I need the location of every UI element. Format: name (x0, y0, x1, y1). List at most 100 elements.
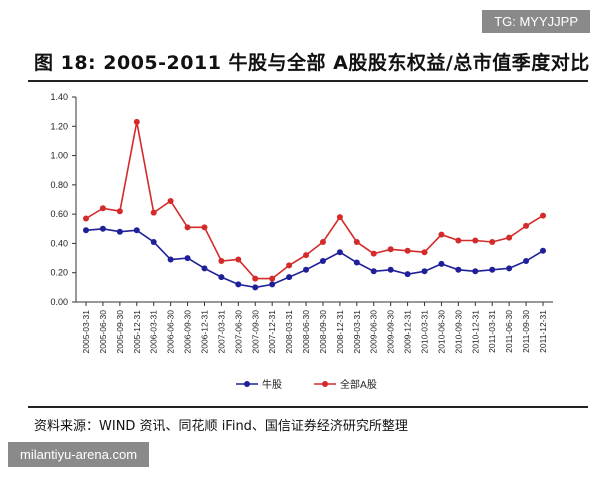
x-tick-label: 2005-09-30 (115, 310, 125, 354)
x-tick-label: 2006-06-30 (166, 310, 176, 354)
data-point (506, 265, 513, 272)
data-point (83, 215, 89, 222)
x-tick-label: 2011-06-30 (504, 310, 514, 353)
y-tick-label: 0.00 (50, 297, 68, 307)
y-tick-label: 0.80 (50, 180, 68, 190)
x-tick-label: 2009-12-31 (403, 310, 413, 354)
x-tick-label: 2006-03-31 (149, 310, 159, 354)
data-point (506, 234, 513, 241)
data-point (116, 228, 123, 235)
data-point (150, 238, 157, 245)
x-tick-label: 2006-09-30 (183, 310, 193, 354)
data-point (455, 266, 462, 273)
data-point (540, 247, 546, 254)
data-point (438, 231, 445, 238)
x-tick-label: 2011-09-30 (521, 310, 531, 353)
data-point (319, 258, 326, 264)
data-point (404, 247, 411, 254)
x-tick-label: 2008-12-31 (335, 310, 345, 354)
x-tick-label: 2006-12-31 (199, 310, 209, 354)
x-tick-label: 2010-09-30 (453, 310, 463, 354)
y-tick-label: 1.40 (50, 92, 68, 102)
x-tick-label: 2007-03-31 (216, 310, 226, 354)
data-point (167, 197, 174, 204)
x-tick-label: 2008-09-30 (318, 310, 328, 354)
data-point (353, 259, 360, 266)
data-point (336, 249, 343, 256)
data-point (303, 266, 310, 273)
figure-title: 图 18: 2005-2011 牛股与全部 A股股东权益/总市值季度对比 (34, 52, 590, 74)
data-point (353, 238, 360, 245)
x-tick-label: 2009-09-30 (386, 310, 396, 354)
data-point (167, 256, 174, 263)
x-tick-label: 2005-03-31 (81, 310, 91, 354)
data-point (201, 265, 208, 272)
data-point (523, 222, 530, 229)
legend-swatch-marker (322, 381, 328, 387)
series-line-all-a (85, 121, 544, 280)
series-line-bull (85, 227, 544, 289)
x-tick-label: 2010-06-30 (436, 310, 446, 354)
watermark-top: TG: MYYJJPP (482, 10, 590, 33)
source-rule (28, 406, 588, 408)
x-tick-label: 2011-12-31 (538, 310, 548, 353)
x-tick-label: 2011-03-31 (487, 310, 497, 353)
data-point (218, 274, 225, 281)
data-point (404, 271, 411, 278)
y-tick-label: 0.60 (50, 209, 68, 219)
x-tick-label: 2010-12-31 (470, 310, 480, 354)
data-point (269, 281, 276, 288)
x-tick-label: 2007-09-30 (250, 310, 260, 354)
data-point (99, 225, 106, 232)
x-tick-label: 2008-06-30 (301, 310, 311, 354)
data-point (387, 266, 394, 273)
data-point (252, 275, 259, 282)
data-point (472, 268, 479, 275)
data-point (150, 209, 157, 216)
y-tick-label: 1.00 (50, 151, 68, 161)
legend-label: 牛股 (262, 378, 282, 391)
y-tick-label: 1.20 (50, 121, 68, 131)
watermark-bottom: milantiyu-arena.com (8, 442, 150, 467)
data-point (336, 214, 343, 221)
data-point (184, 255, 191, 262)
data-point (303, 252, 310, 259)
data-point (235, 281, 242, 288)
data-point (133, 118, 140, 125)
data-point (438, 260, 445, 267)
data-point (319, 238, 326, 245)
data-point (252, 284, 259, 291)
data-point (99, 205, 106, 212)
data-point (455, 237, 462, 244)
y-tick-label: 0.40 (50, 238, 68, 248)
source-note: 资料来源：WIND 资讯、同花顺 iFind、国信证券经济研究所整理 (34, 419, 408, 434)
data-point (370, 268, 377, 275)
x-tick-label: 2008-03-31 (284, 310, 294, 354)
x-tick-label: 2005-06-30 (98, 310, 108, 354)
line-chart: 0.00 0.20 0.40 0.60 0.80 1.00 1.20 1.40 2005-03-… (50, 92, 553, 391)
data-point (83, 227, 89, 234)
data-point (218, 258, 225, 264)
x-tick-label: 2007-12-31 (267, 310, 277, 354)
data-point (269, 275, 276, 282)
data-point (201, 224, 208, 231)
data-point (184, 224, 191, 231)
legend-swatch-marker (244, 381, 250, 387)
data-point (540, 212, 546, 219)
data-point (235, 256, 242, 263)
x-tick-label: 2009-03-31 (352, 310, 362, 354)
legend-label: 全部A股 (340, 378, 377, 391)
data-point (489, 238, 496, 245)
x-tick-label: 2009-06-30 (369, 310, 379, 354)
data-point (116, 208, 123, 215)
data-point (523, 258, 530, 264)
x-tick-label: 2005-12-31 (132, 310, 142, 354)
y-tick-label: 0.20 (50, 268, 68, 278)
x-tick-label: 2010-03-31 (420, 310, 430, 354)
title-rule (28, 80, 588, 82)
data-point (472, 237, 479, 244)
data-point (421, 249, 428, 256)
data-point (370, 250, 377, 257)
data-point (489, 266, 496, 273)
data-point (421, 268, 428, 275)
